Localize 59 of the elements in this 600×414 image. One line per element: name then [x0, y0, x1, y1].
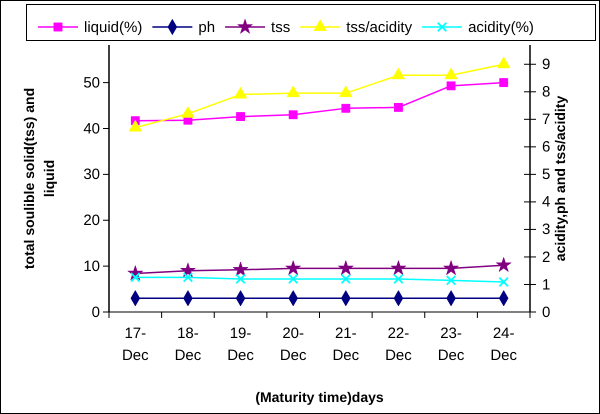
point [182, 272, 194, 283]
y2-tick-label: 1 [542, 276, 550, 294]
point [446, 81, 456, 90]
point [288, 274, 298, 284]
y2-tick-label: 6 [542, 138, 550, 156]
y2-tick-label: 8 [542, 84, 550, 101]
point [497, 56, 510, 68]
point [390, 260, 406, 276]
legend-label: liquid(%) [84, 19, 142, 36]
legend-label: ph [198, 19, 216, 36]
y-tick-label: 50 [83, 74, 100, 92]
y-tick-label: 0 [92, 304, 100, 321]
x-axis-title: (Maturity time)days [255, 389, 384, 405]
point [392, 68, 406, 80]
x-tick-label: 24-Dec [490, 325, 518, 364]
y-tick-label: 30 [83, 166, 100, 184]
point [234, 86, 248, 98]
y2-tick-label: 2 [542, 248, 550, 266]
point [394, 102, 403, 112]
point [128, 120, 142, 132]
point [181, 106, 195, 118]
y-tick-label: 20 [83, 212, 100, 230]
x-tick-label: 19-Dec [227, 325, 254, 364]
point [338, 260, 354, 276]
x-tick-label: 17-Dec [122, 325, 150, 364]
point [499, 78, 508, 88]
legend-label: tss [271, 19, 290, 36]
point [498, 276, 509, 288]
point [236, 112, 245, 121]
legend-label: acidity(%) [468, 19, 534, 36]
y-tick-label: 40 [83, 120, 100, 138]
y2-tick-label: 7 [542, 111, 550, 128]
y2-tick-label: 3 [542, 221, 550, 238]
point [393, 274, 404, 284]
point [443, 260, 459, 276]
y-axis-title: total soulible solid(tss) and liquid [21, 88, 57, 270]
point [286, 86, 300, 98]
point [232, 262, 248, 276]
point [235, 274, 246, 284]
x-tick-label: 20-Dec [280, 325, 308, 364]
y2-tick-label: 9 [542, 56, 550, 74]
point [444, 68, 458, 80]
point [288, 110, 298, 120]
y2-tick-label: 0 [542, 304, 550, 321]
point [285, 260, 301, 276]
point [341, 104, 350, 113]
y2-axis-title: acidity,ph and tss/acidity [552, 96, 568, 262]
legend-label: tss/acidity [346, 19, 413, 36]
point [446, 275, 456, 286]
point [496, 257, 512, 272]
y2-tick-label: 5 [542, 166, 550, 184]
x-tick-label: 23-Dec [438, 325, 465, 364]
x-tick-label: 18-Dec [174, 325, 202, 364]
x-tick-label: 22-Dec [385, 325, 412, 364]
y-tick-label: 10 [83, 258, 100, 275]
x-tick-label: 21-Dec [332, 325, 360, 364]
point [339, 86, 352, 98]
point [340, 274, 352, 284]
y2-tick-label: 4 [542, 194, 550, 211]
